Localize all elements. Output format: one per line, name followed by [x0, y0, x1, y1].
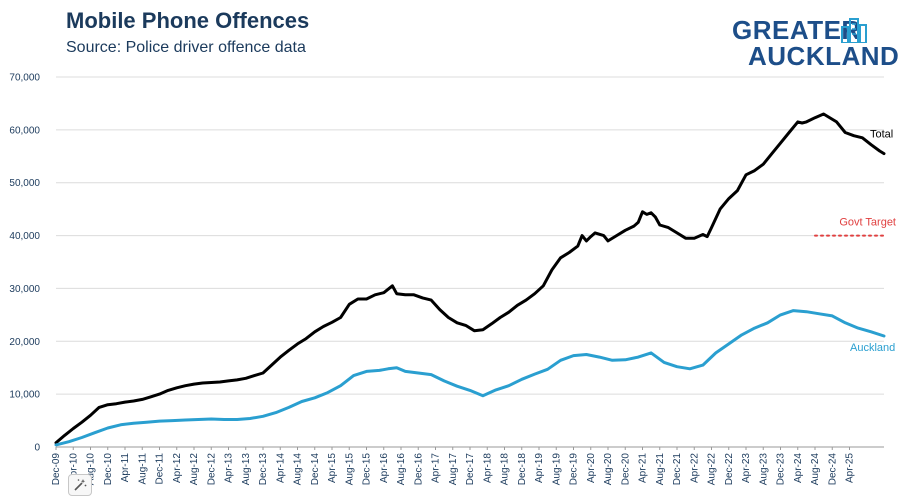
- building-icon: [841, 18, 867, 43]
- x-tick-label: Aug-13: [241, 453, 252, 486]
- series-line-total: [54, 112, 886, 445]
- y-tick-label: 40,000: [9, 231, 40, 242]
- x-tick-label: Dec-24: [827, 453, 838, 486]
- x-axis-ticks: Dec-09 Apr-10 Aug-10 Dec-10 Apr-11 Aug-11 Dec-…: [51, 447, 856, 485]
- y-axis-ticks: 0 10,000 20,000 30,000 40,000 50,000 60,000 70,…: [9, 73, 40, 454]
- x-tick-label: Aug-22: [707, 453, 718, 486]
- series-line-auckland: [54, 309, 886, 447]
- x-tick-label: Dec-14: [310, 453, 321, 486]
- x-tick-label: Dec-11: [155, 453, 166, 485]
- x-tick-label: Aug-12: [189, 453, 200, 486]
- x-tick-label: Aug-23: [758, 453, 769, 486]
- chart-subtitle: Source: Police driver offence data: [66, 39, 306, 56]
- x-tick-label: Dec-17: [465, 453, 476, 486]
- x-tick-label: Apr-13: [224, 453, 235, 483]
- x-tick-label: Apr-24: [793, 453, 804, 483]
- x-tick-label: Aug-16: [396, 453, 407, 486]
- x-tick-label: Dec-16: [413, 453, 424, 486]
- x-tick-label: Aug-10: [86, 453, 97, 486]
- magic-wand-button[interactable]: [68, 474, 92, 496]
- x-tick-label: Aug-24: [810, 453, 821, 486]
- x-tick-label: Aug-18: [500, 453, 511, 486]
- x-tick-label: Dec-09: [51, 453, 62, 486]
- series-label-auckland: Auckland: [850, 342, 895, 354]
- x-tick-label: Dec-12: [206, 453, 217, 486]
- y-tick-label: 50,000: [9, 178, 40, 189]
- x-tick-label: Dec-21: [672, 453, 683, 486]
- x-tick-label: Apr-21: [638, 453, 649, 483]
- x-tick-label: Dec-18: [517, 453, 528, 486]
- x-tick-label: Aug-15: [344, 453, 355, 486]
- x-tick-label: Dec-13: [258, 453, 269, 486]
- x-tick-label: Apr-22: [689, 453, 700, 483]
- x-tick-label: Dec-10: [103, 453, 114, 486]
- x-tick-label: Dec-23: [776, 453, 787, 486]
- y-tick-label: 30,000: [9, 284, 40, 295]
- greater-auckland-logo: GREATER AUCKLAND: [732, 15, 899, 72]
- x-tick-label: Apr-18: [482, 453, 493, 483]
- magic-wand-icon: [74, 479, 87, 491]
- y-tick-label: 10,000: [9, 390, 40, 401]
- x-tick-label: Apr-17: [431, 453, 442, 483]
- x-tick-label: Aug-21: [655, 453, 666, 486]
- x-tick-label: Aug-19: [551, 453, 562, 486]
- chart-title: Mobile Phone Offences: [66, 8, 310, 33]
- logo-line2: AUCKLAND: [748, 41, 900, 71]
- series-lines: [54, 112, 886, 447]
- x-tick-label: Dec-22: [724, 453, 735, 486]
- x-tick-label: Aug-11: [137, 453, 148, 485]
- x-tick-label: Apr-16: [379, 453, 390, 483]
- x-tick-label: Apr-12: [172, 453, 183, 483]
- series-labels: Total Auckland Govt Target: [839, 129, 896, 354]
- x-tick-label: Apr-25: [845, 453, 856, 483]
- series-label-total: Total: [870, 129, 893, 141]
- x-tick-label: Dec-15: [362, 453, 373, 486]
- logo-line1: GREATER: [732, 15, 861, 45]
- x-tick-label: Aug-17: [448, 453, 459, 486]
- y-tick-label: 0: [34, 443, 40, 454]
- x-tick-label: Aug-14: [293, 453, 304, 486]
- x-tick-label: Dec-19: [569, 453, 580, 486]
- y-tick-label: 60,000: [9, 125, 40, 136]
- x-tick-label: Apr-15: [327, 453, 338, 483]
- x-tick-label: Apr-23: [741, 453, 752, 483]
- x-tick-label: Apr-19: [534, 453, 545, 483]
- x-tick-label: Apr-10: [68, 453, 79, 483]
- x-tick-label: Apr-11: [120, 453, 131, 483]
- x-tick-label: Dec-20: [620, 453, 631, 486]
- series-label-govt-target: Govt Target: [839, 217, 896, 229]
- y-tick-label: 20,000: [9, 337, 40, 348]
- x-tick-label: Apr-14: [275, 453, 286, 483]
- x-tick-label: Aug-20: [603, 453, 614, 486]
- y-tick-label: 70,000: [9, 73, 40, 84]
- x-tick-label: Apr-20: [586, 453, 597, 483]
